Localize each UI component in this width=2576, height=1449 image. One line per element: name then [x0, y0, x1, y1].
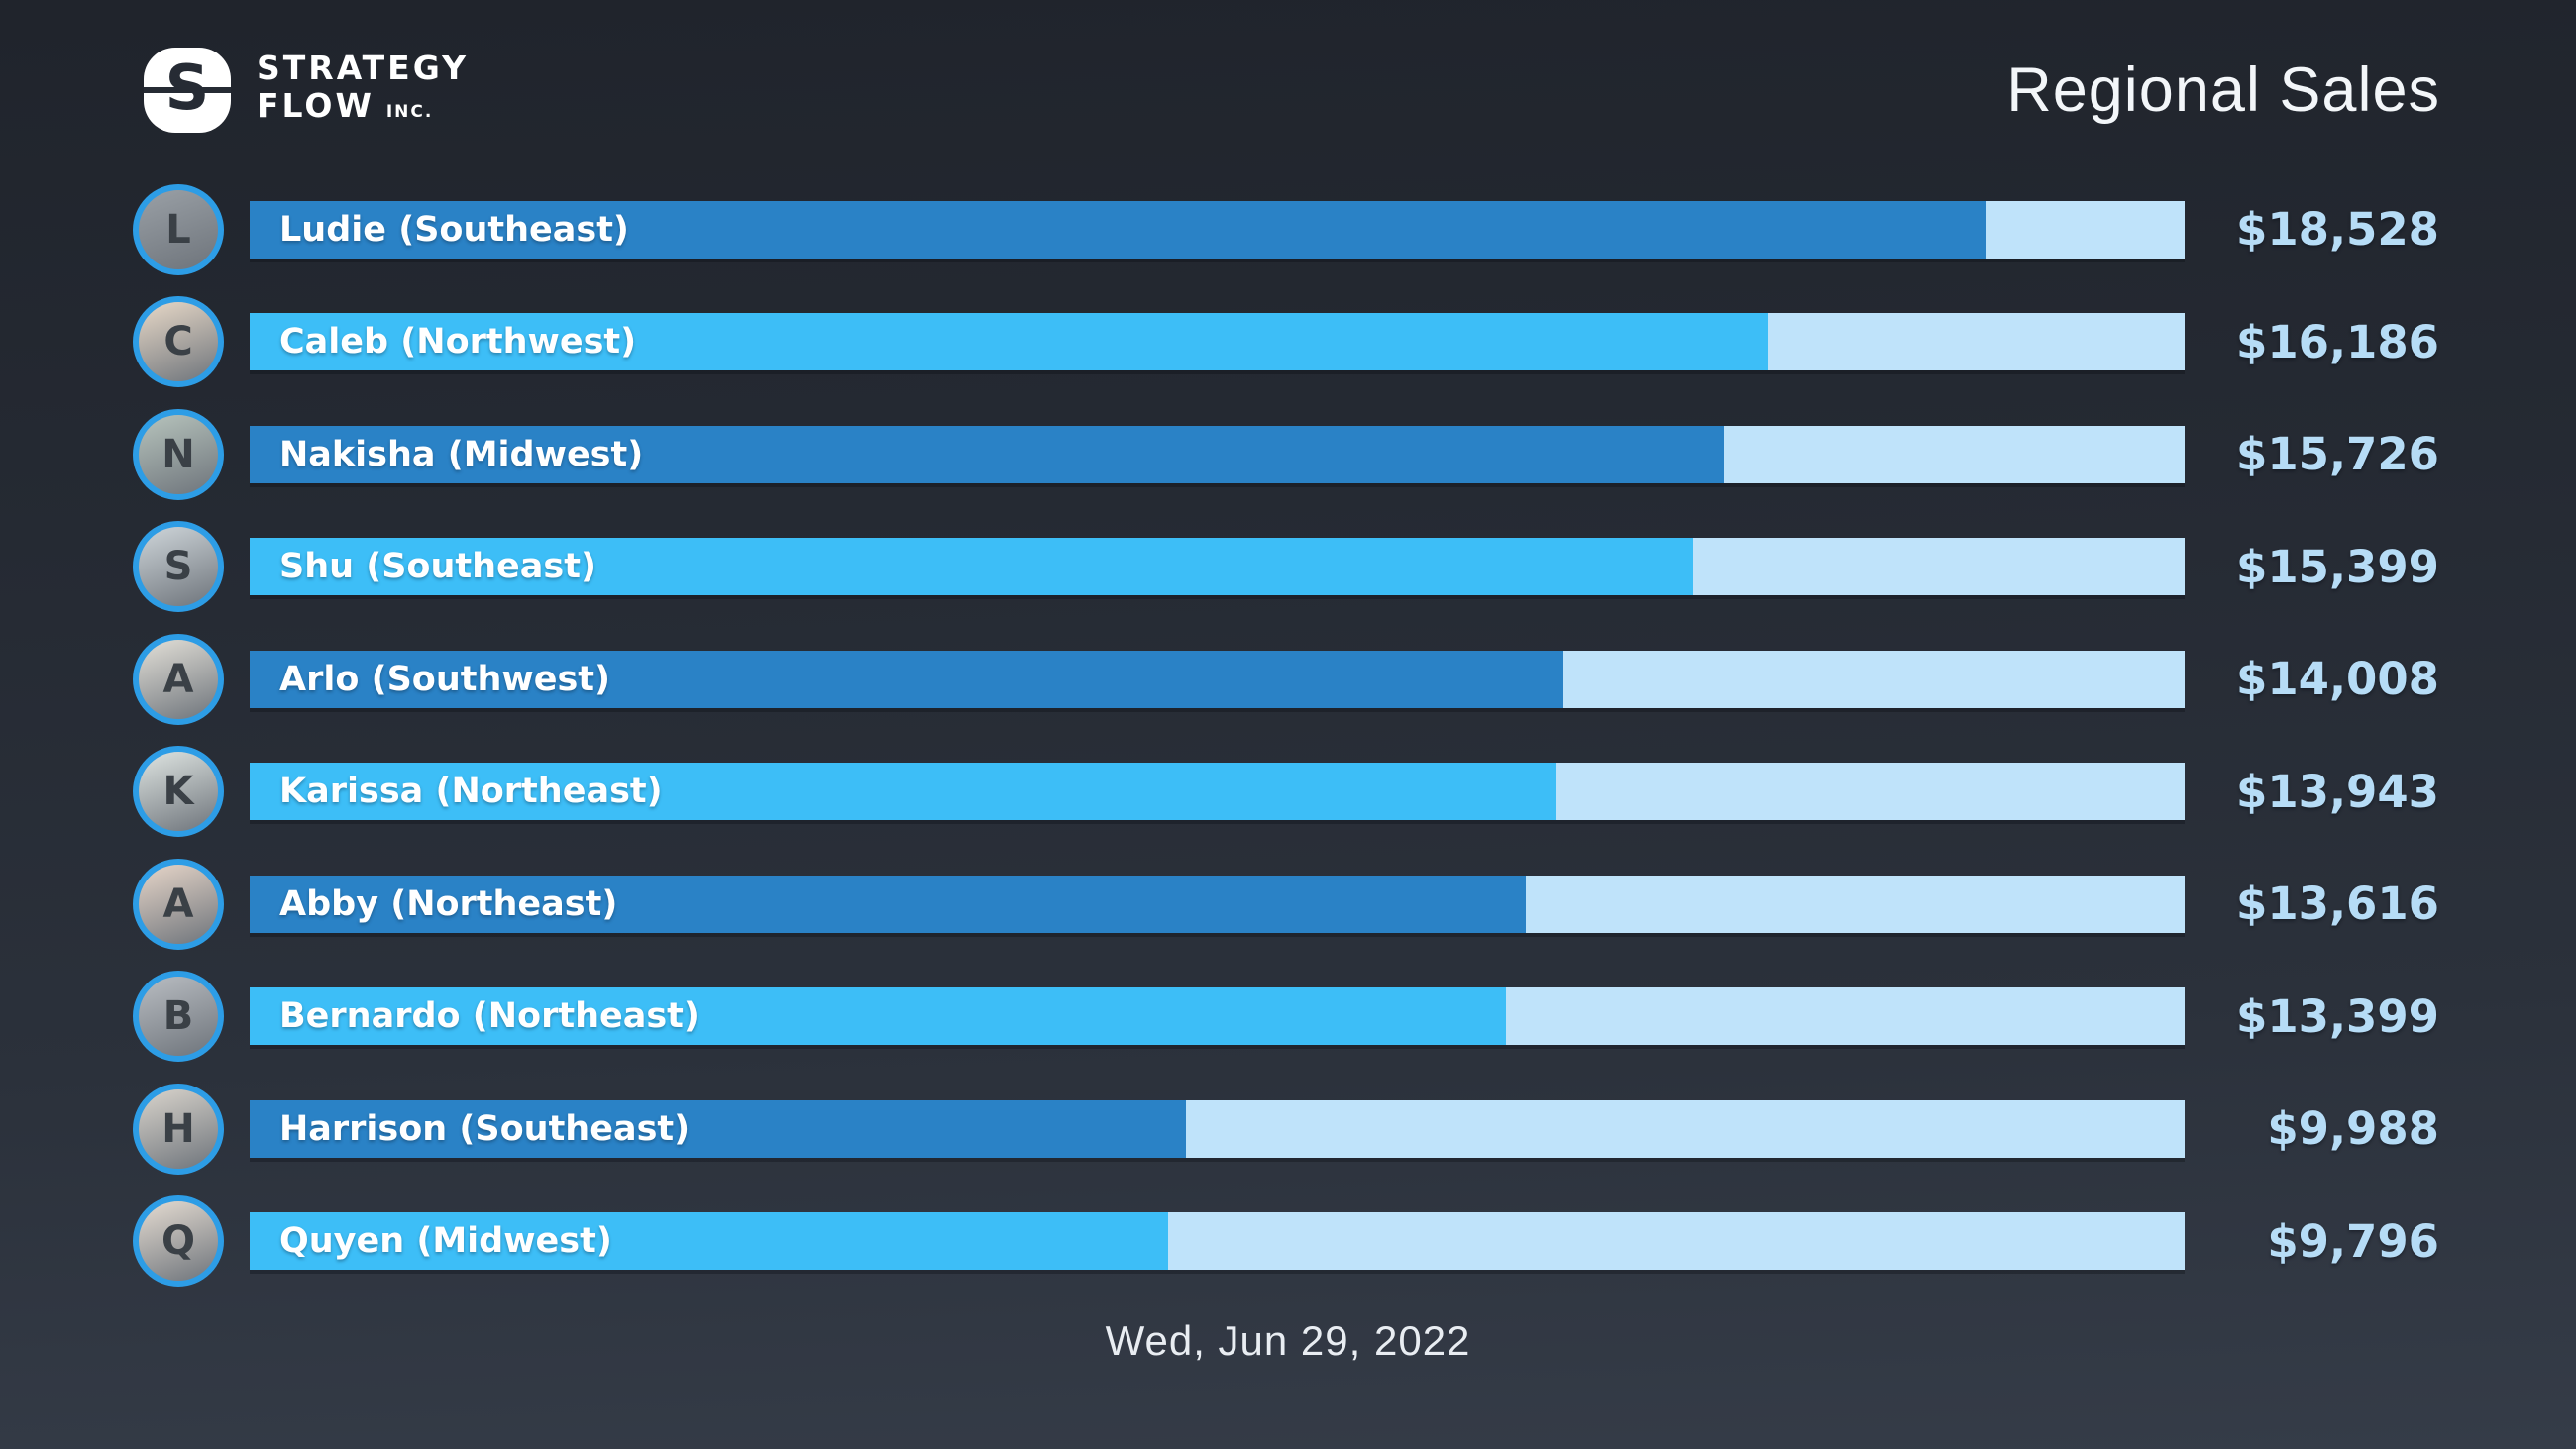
bar-track: Nakisha (Midwest)	[250, 425, 2185, 483]
avatar-initial: C	[163, 319, 193, 365]
brand-name-line2: FLOW	[257, 86, 375, 125]
logo-bar	[144, 87, 231, 94]
bar-label: Abby (Northeast)	[279, 883, 618, 924]
leaderboard-row: B Bernardo (Northeast) $13,399	[0, 961, 2576, 1074]
avatar-initial: K	[162, 769, 194, 815]
bar-fill	[250, 987, 1506, 1046]
strategy-flow-logo-icon: S	[144, 48, 231, 133]
bar-label: Caleb (Northwest)	[279, 322, 637, 362]
avatar-initial: S	[163, 544, 193, 590]
bar-fill	[250, 763, 1557, 821]
bar-fill	[250, 1099, 1187, 1158]
bar-value: $13,399	[2236, 989, 2439, 1043]
avatar-initial: A	[162, 656, 194, 702]
bar-fill	[250, 425, 1724, 483]
brand-name: STRATEGY FLOW INC.	[257, 50, 469, 131]
header: S STRATEGY FLOW INC. Regional Sales	[0, 0, 2576, 133]
bar-value: $9,988	[2267, 1102, 2439, 1156]
avatar-initial: B	[162, 993, 194, 1040]
avatar: B	[133, 971, 224, 1063]
brand-suffix: INC.	[385, 102, 434, 122]
leaderboard-row: N Nakisha (Midwest) $15,726	[0, 398, 2576, 511]
bar-track: Ludie (Southeast)	[250, 200, 2185, 259]
bar-label: Shu (Southeast)	[279, 547, 596, 587]
avatar: S	[133, 521, 224, 613]
leaderboard-row: A Arlo (Southwest) $14,008	[0, 623, 2576, 736]
bar-value: $15,726	[2236, 428, 2439, 481]
avatar: Q	[133, 1195, 224, 1288]
brand-logo: S STRATEGY FLOW INC.	[144, 48, 469, 133]
avatar: H	[133, 1083, 224, 1175]
avatar: C	[133, 296, 224, 388]
bar-track: Arlo (Southwest)	[250, 650, 2185, 708]
leaderboard: L Ludie (Southeast) $18,528 C Caleb (Nor…	[0, 173, 2576, 1297]
brand-name-line1: STRATEGY	[257, 49, 469, 87]
bar-label: Arlo (Southwest)	[279, 659, 611, 699]
bar-value: $13,943	[2236, 765, 2439, 818]
bar-track: Harrison (Southeast)	[250, 1099, 2185, 1158]
bar-label: Bernardo (Northeast)	[279, 996, 699, 1037]
bar-track: Shu (Southeast)	[250, 538, 2185, 596]
date-label: Wed, Jun 29, 2022	[1105, 1317, 1471, 1364]
leaderboard-row: S Shu (Southeast) $15,399	[0, 511, 2576, 624]
bar-track: Bernardo (Northeast)	[250, 987, 2185, 1046]
bar-value: $18,528	[2236, 203, 2439, 257]
leaderboard-row: A Abby (Northeast) $13,616	[0, 848, 2576, 961]
avatar: K	[133, 746, 224, 838]
bar-label: Karissa (Northeast)	[279, 772, 663, 812]
bar-fill	[250, 1212, 1168, 1271]
bar-value: $15,399	[2236, 540, 2439, 593]
avatar-initial: L	[165, 206, 191, 253]
bar-label: Nakisha (Midwest)	[279, 434, 644, 474]
page-title: Regional Sales	[2006, 55, 2440, 125]
avatar-initial: H	[161, 1105, 195, 1152]
avatar-initial: A	[162, 880, 194, 927]
avatar: N	[133, 408, 224, 500]
avatar-initial: Q	[161, 1218, 195, 1265]
bar-track: Caleb (Northwest)	[250, 313, 2185, 371]
bar-track: Abby (Northeast)	[250, 875, 2185, 933]
bar-fill	[250, 650, 1563, 708]
bar-fill	[250, 875, 1527, 933]
bar-track: Karissa (Northeast)	[250, 763, 2185, 821]
leaderboard-row: H Harrison (Southeast) $9,988	[0, 1073, 2576, 1186]
leaderboard-row: K Karissa (Northeast) $13,943	[0, 736, 2576, 849]
bar-value: $16,186	[2236, 315, 2439, 368]
bar-fill	[250, 313, 1768, 371]
avatar: L	[133, 183, 224, 275]
leaderboard-row: Q Quyen (Midwest) $9,796	[0, 1186, 2576, 1298]
bar-track: Quyen (Midwest)	[250, 1212, 2185, 1271]
bar-label: Harrison (Southeast)	[279, 1108, 691, 1149]
leaderboard-row: C Caleb (Northwest) $16,186	[0, 286, 2576, 399]
avatar: A	[133, 858, 224, 950]
bar-value: $9,796	[2267, 1214, 2439, 1268]
avatar-initial: N	[161, 431, 195, 477]
avatar: A	[133, 633, 224, 725]
bar-label: Ludie (Southeast)	[279, 209, 629, 250]
bar-fill	[250, 200, 1987, 259]
bar-value: $13,616	[2236, 878, 2439, 931]
footer: Wed, Jun 29, 2022	[0, 1317, 2576, 1365]
leaderboard-row: L Ludie (Southeast) $18,528	[0, 173, 2576, 286]
bar-value: $14,008	[2236, 653, 2439, 706]
bar-label: Quyen (Midwest)	[279, 1221, 612, 1262]
bar-fill	[250, 538, 1694, 596]
